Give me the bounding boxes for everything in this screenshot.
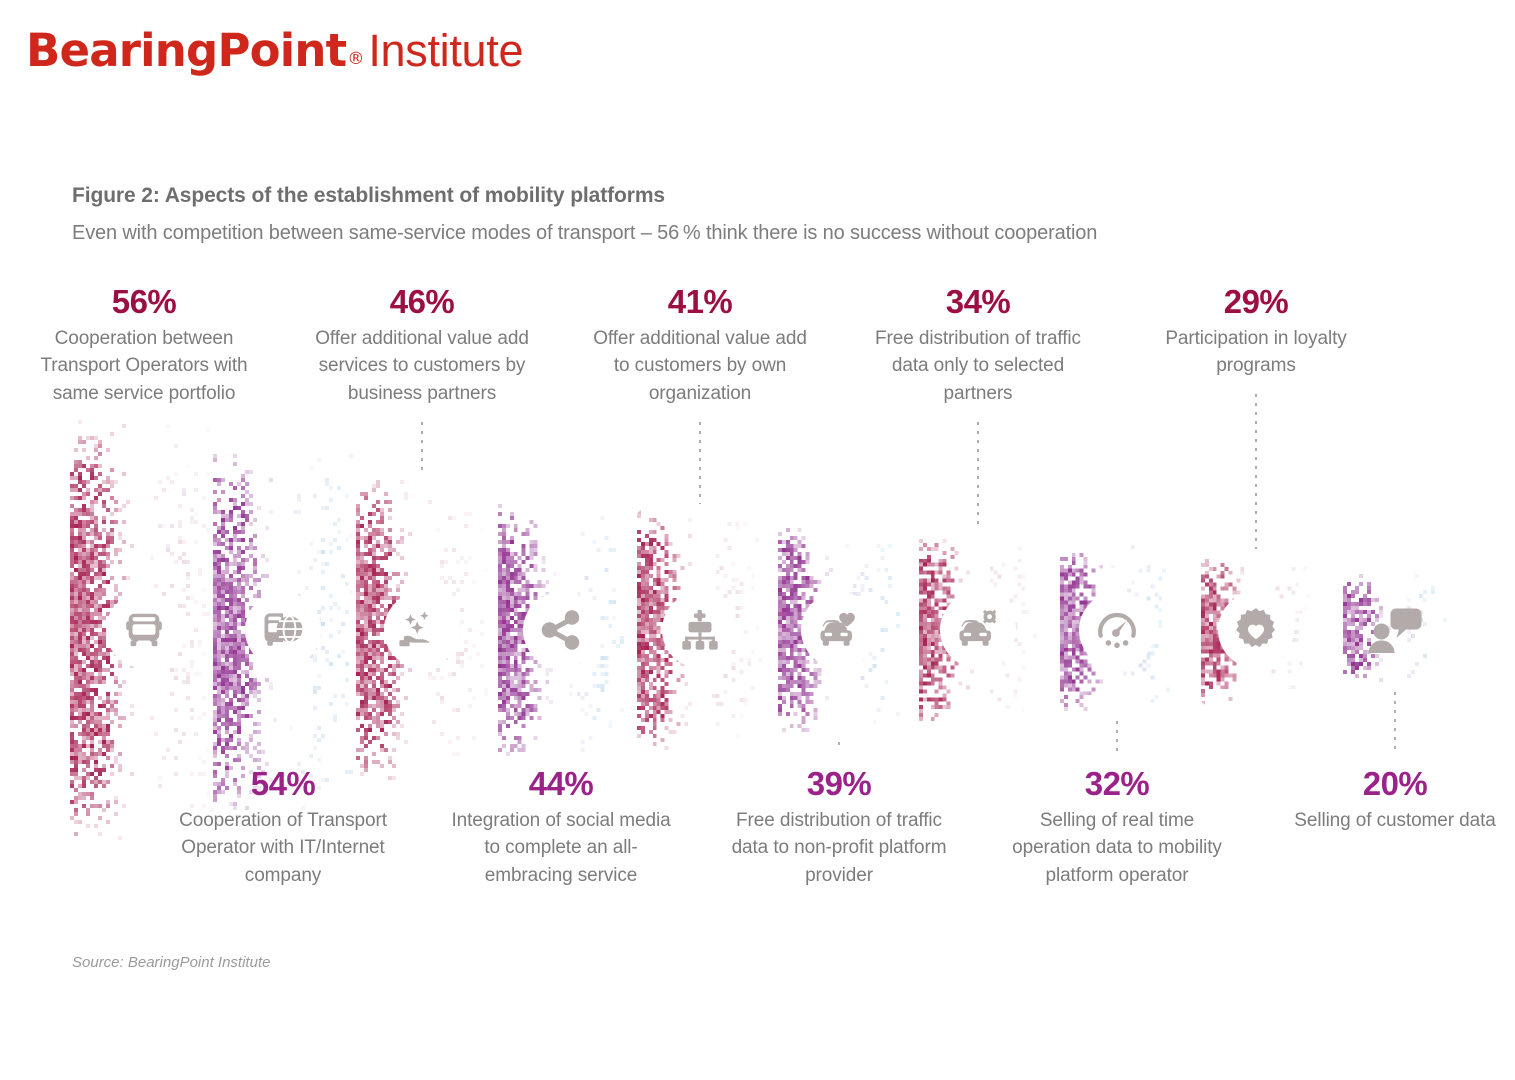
column-label-block: 20% Selling of customer data: [1280, 765, 1510, 834]
chart-column: 20% Selling of customer data: [1265, 0, 1515, 1080]
dotted-connector: [699, 422, 701, 504]
person-speech-icon: [1366, 603, 1424, 657]
column-description: Selling of customer data: [1280, 807, 1510, 835]
dotted-connector: [1394, 692, 1396, 751]
dotted-connector: [977, 422, 979, 529]
column-percentage: 20%: [1280, 765, 1510, 803]
mobility-platform-chart: 56% Cooperation between Transport Operato…: [0, 0, 1515, 1080]
icon-disc: [1357, 592, 1433, 668]
dotted-connector: [421, 422, 423, 474]
dotted-connector: [1255, 394, 1257, 549]
source-note: Source: BearingPoint Institute: [72, 954, 270, 971]
dotted-connector: [1116, 721, 1118, 751]
dotted-connector: [838, 742, 840, 751]
infographic-page: BearingPoint®Institute Figure 2: Aspects…: [0, 0, 1515, 1080]
